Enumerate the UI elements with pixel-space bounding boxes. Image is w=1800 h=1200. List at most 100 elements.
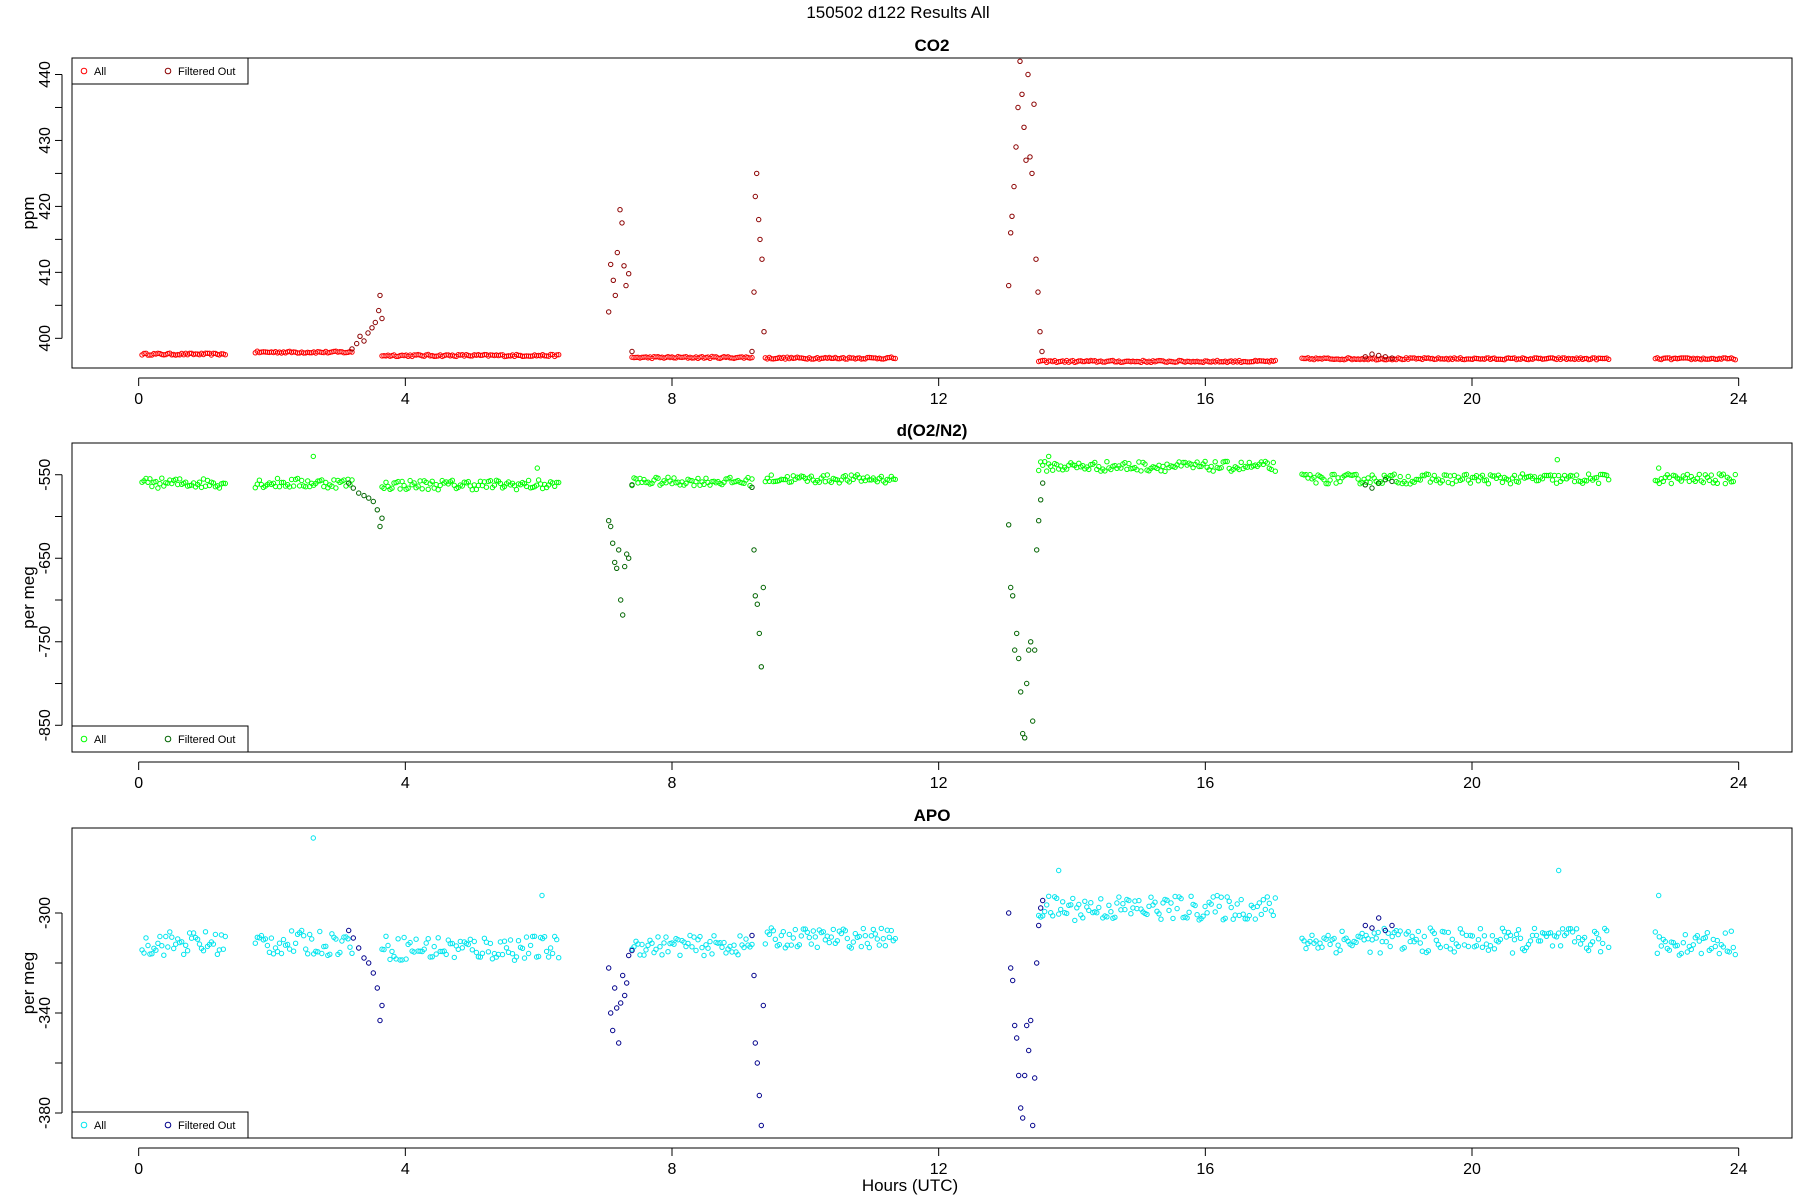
data-point — [1732, 357, 1739, 363]
data-point — [443, 951, 449, 958]
data-point — [369, 325, 375, 331]
data-point — [181, 951, 187, 958]
data-point — [1072, 917, 1078, 924]
data-point — [222, 480, 229, 487]
data-point — [270, 951, 277, 957]
data-point — [1224, 894, 1230, 900]
data-point — [1184, 915, 1190, 921]
data-point — [1479, 472, 1486, 478]
x-tick-label: 16 — [1196, 391, 1214, 408]
data-point — [1156, 911, 1162, 917]
data-point — [1031, 101, 1037, 107]
data-point — [278, 479, 285, 486]
data-point — [880, 936, 886, 942]
data-point — [1128, 911, 1134, 917]
data-point — [776, 941, 782, 948]
data-point — [356, 945, 362, 951]
data-point — [473, 949, 480, 956]
data-point — [1690, 942, 1697, 948]
data-point — [403, 956, 409, 962]
data-point — [252, 940, 259, 946]
data-point — [1242, 916, 1248, 922]
data-point — [323, 943, 329, 949]
data-point — [1463, 471, 1470, 478]
data-point — [429, 478, 435, 484]
data-point — [1700, 479, 1707, 486]
data-point — [383, 479, 389, 485]
data-point — [1666, 474, 1673, 481]
data-point — [834, 938, 840, 944]
data-point — [299, 927, 305, 934]
data-point — [1606, 477, 1612, 483]
data-point — [622, 563, 628, 570]
data-point — [155, 940, 161, 946]
data-point — [617, 207, 623, 213]
series-0 — [139, 453, 1739, 493]
data-point — [1469, 933, 1476, 939]
data-point — [1555, 930, 1562, 936]
data-point — [1192, 902, 1198, 909]
legend-label: All — [94, 1120, 106, 1132]
data-point — [413, 936, 419, 942]
data-point — [719, 944, 725, 950]
data-point — [1365, 475, 1371, 481]
data-point — [1714, 937, 1721, 944]
data-point — [1441, 472, 1448, 478]
data-point — [1556, 867, 1562, 874]
data-point — [1196, 463, 1202, 470]
data-point — [1064, 466, 1070, 472]
data-point — [1112, 914, 1118, 920]
data-point — [276, 940, 283, 946]
data-point — [616, 1040, 622, 1046]
data-point — [1158, 916, 1164, 922]
data-point — [1662, 938, 1669, 945]
data-point — [846, 479, 852, 485]
data-point — [1547, 930, 1554, 936]
data-point — [1238, 896, 1244, 903]
data-point — [284, 941, 291, 948]
data-point — [808, 941, 814, 947]
data-point — [610, 277, 616, 283]
data-point — [1009, 213, 1015, 220]
data-point — [1369, 351, 1375, 357]
data-point — [1467, 480, 1474, 486]
data-point — [1056, 911, 1062, 917]
data-point — [1656, 480, 1663, 487]
x-tick-label: 16 — [1196, 775, 1214, 792]
data-point — [1313, 938, 1319, 944]
data-point — [760, 584, 766, 591]
data-point — [1678, 478, 1685, 484]
data-point — [1014, 1035, 1020, 1041]
data-point — [497, 480, 504, 487]
data-point — [222, 352, 229, 358]
data-point — [1162, 468, 1168, 475]
data-point — [1732, 471, 1739, 478]
data-point — [1030, 1122, 1036, 1129]
data-point — [1382, 354, 1389, 360]
data-point — [1032, 1075, 1038, 1081]
data-point — [1405, 929, 1411, 935]
x-tick-label: 0 — [134, 391, 143, 408]
y-tick-label: -750 — [37, 626, 54, 658]
panel-title: CO2 — [915, 36, 950, 55]
data-point — [1573, 926, 1580, 932]
data-point — [677, 952, 683, 958]
data-point — [161, 952, 167, 958]
data-point — [310, 835, 316, 841]
data-point — [501, 938, 508, 944]
data-point — [1170, 915, 1176, 922]
data-point — [556, 352, 562, 358]
data-point — [784, 474, 790, 480]
data-point — [1455, 943, 1462, 949]
data-point — [1716, 950, 1723, 957]
data-point — [1116, 894, 1122, 900]
panel-2: APO per meg 0 4 8 12 16 20 24 -300 -340 -380 All Filt… — [19, 806, 1793, 1178]
x-tick-label: 0 — [134, 775, 143, 792]
data-point — [1652, 929, 1659, 935]
data-point — [1465, 943, 1472, 950]
data-point — [619, 220, 625, 226]
data-point — [1256, 900, 1263, 906]
data-point — [1056, 867, 1062, 874]
data-point — [1507, 481, 1514, 487]
